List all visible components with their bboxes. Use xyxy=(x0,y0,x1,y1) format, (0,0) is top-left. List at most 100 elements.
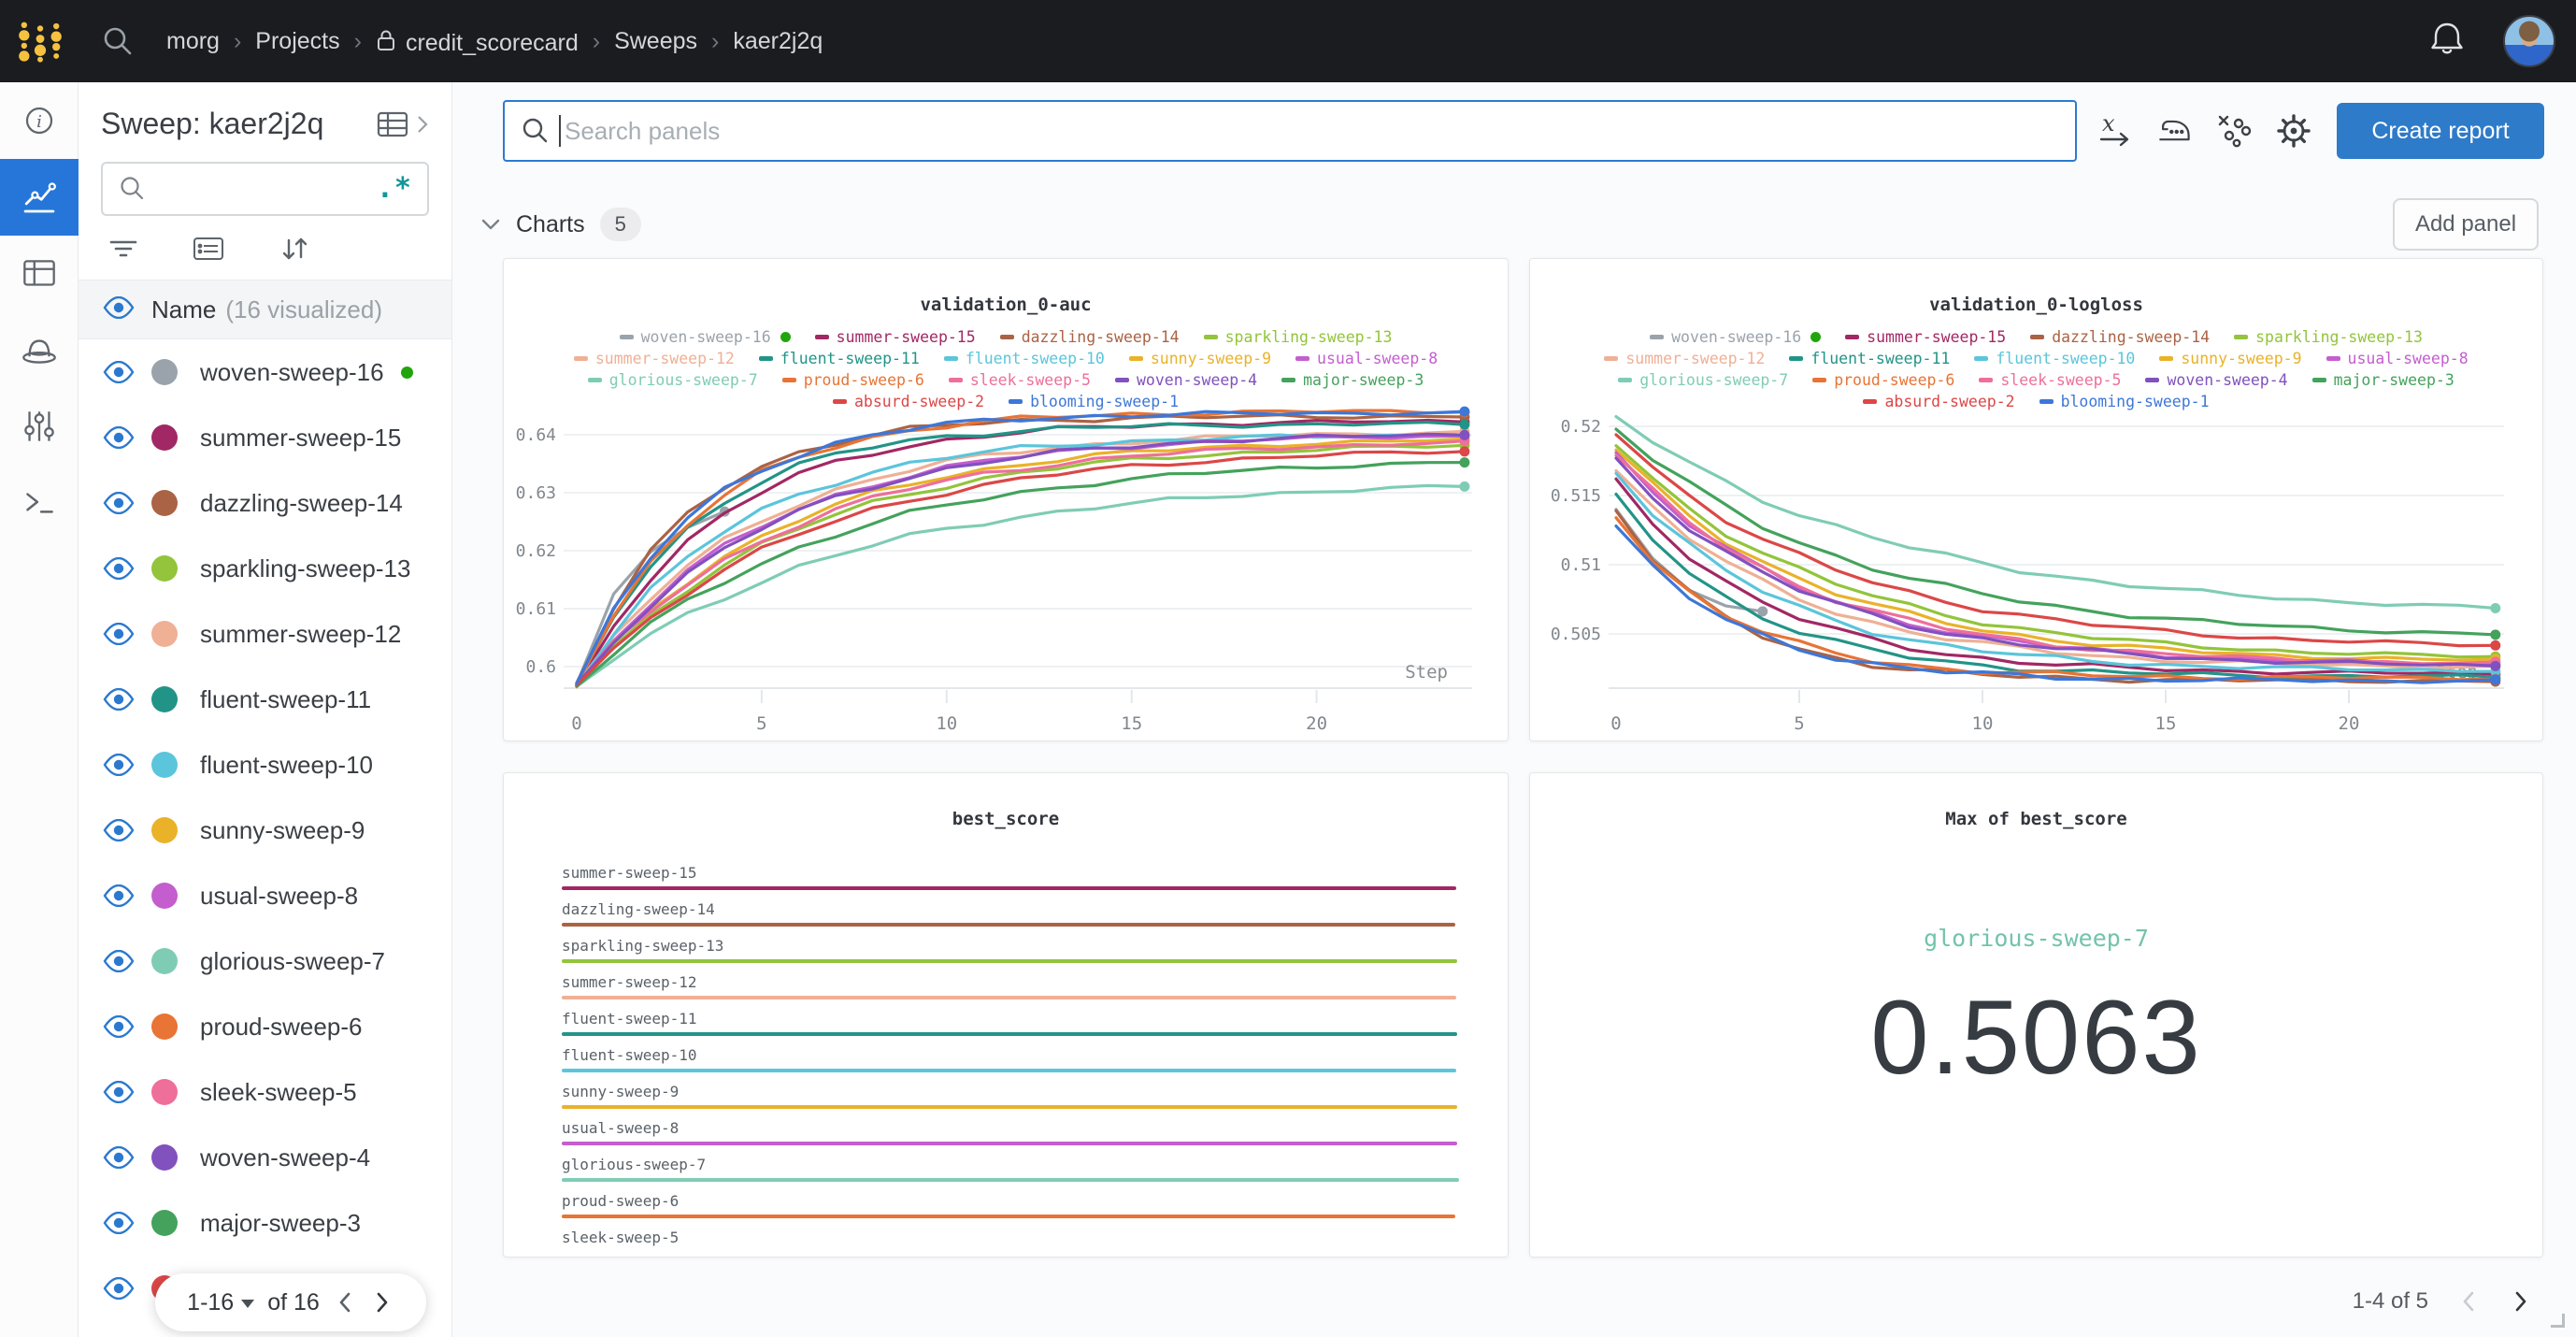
runs-table-icon[interactable] xyxy=(377,110,410,138)
legend-item[interactable]: fluent-sweep-11 xyxy=(1789,350,1950,367)
bar-row[interactable]: fluent-sweep-11 xyxy=(562,1009,1459,1045)
breadcrumb-item[interactable]: Sweeps xyxy=(614,27,698,54)
rail-item-terminal[interactable] xyxy=(0,466,79,542)
page-size-dropdown[interactable]: 1-16 xyxy=(187,1289,255,1316)
rail-item-info[interactable]: i xyxy=(0,82,79,159)
breadcrumb-item[interactable]: kaer2j2q xyxy=(733,27,823,54)
visibility-eye-icon[interactable] xyxy=(103,426,135,449)
legend-item[interactable]: woven-sweep-4 xyxy=(2145,371,2288,389)
avatar[interactable] xyxy=(2503,15,2555,67)
run-row[interactable]: woven-sweep-4 xyxy=(79,1125,451,1190)
bar-row[interactable]: sunny-sweep-9 xyxy=(562,1082,1459,1118)
legend-item[interactable]: blooming-sweep-1 xyxy=(2039,393,2210,410)
notifications-bell-icon[interactable] xyxy=(2426,20,2468,64)
legend-item[interactable]: usual-sweep-8 xyxy=(2326,350,2469,367)
legend-item[interactable]: sleek-sweep-5 xyxy=(948,371,1091,389)
run-row[interactable]: summer-sweep-15 xyxy=(79,405,451,470)
run-row[interactable]: fluent-sweep-11 xyxy=(79,667,451,732)
legend-item[interactable]: glorious-sweep-7 xyxy=(1618,371,1788,389)
x-axis-settings-button[interactable]: x xyxy=(2094,110,2135,151)
visibility-eye-icon[interactable] xyxy=(103,1015,135,1038)
visibility-eye-icon[interactable] xyxy=(103,1081,135,1103)
bar-row[interactable]: summer-sweep-15 xyxy=(562,863,1459,899)
panel-validation-0-logloss[interactable]: 0.505 0.51 0.515 0.52 0 5 10 15 20 Step validatio… xyxy=(1529,258,2543,741)
legend-item[interactable]: proud-sweep-6 xyxy=(781,371,924,389)
visibility-eye-icon[interactable] xyxy=(103,754,135,776)
legend-item[interactable]: major-sweep-3 xyxy=(1281,371,1424,389)
regex-toggle[interactable]: .* xyxy=(376,172,412,205)
section-collapse-chevron-icon[interactable] xyxy=(480,218,501,231)
visibility-eye-icon[interactable] xyxy=(103,623,135,645)
visibility-eye-icon[interactable] xyxy=(103,688,135,711)
filter-icon[interactable] xyxy=(108,236,138,262)
legend-item[interactable]: dazzling-sweep-14 xyxy=(999,328,1180,346)
breadcrumb-item[interactable]: Projects xyxy=(255,27,340,54)
visibility-eye-icon[interactable] xyxy=(103,1146,135,1169)
breadcrumb-item[interactable]: credit_scorecard xyxy=(376,26,579,57)
legend-item[interactable]: blooming-sweep-1 xyxy=(1009,393,1179,410)
panel-validation-0-auc[interactable]: 0.6 0.61 0.62 0.63 0.64 0 5 10 15 20 Step validati… xyxy=(503,258,1509,741)
visibility-eye-icon[interactable] xyxy=(103,295,135,319)
bar-row[interactable]: sleek-sweep-5 xyxy=(562,1228,1459,1247)
legend-item[interactable]: summer-sweep-15 xyxy=(814,328,976,346)
legend-item[interactable]: absurd-sweep-2 xyxy=(832,393,984,410)
run-row[interactable]: fluent-sweep-10 xyxy=(79,732,451,798)
add-panel-button[interactable]: Add panel xyxy=(2393,198,2539,251)
legend-item[interactable]: fluent-sweep-10 xyxy=(943,350,1105,367)
bar-row[interactable]: dazzling-sweep-14 xyxy=(562,899,1459,936)
panel-settings-button[interactable] xyxy=(2273,110,2314,151)
rail-item-sweep-agent[interactable] xyxy=(0,312,79,389)
expand-chevron-icon[interactable] xyxy=(416,114,429,135)
legend-item[interactable]: sunny-sweep-9 xyxy=(1128,350,1271,367)
legend-item[interactable]: usual-sweep-8 xyxy=(1295,350,1438,367)
smoothing-button[interactable] xyxy=(2154,110,2195,151)
legend-item[interactable]: summer-sweep-12 xyxy=(573,350,735,367)
panel-best-score[interactable]: best_score summer-sweep-15 dazzling-sweep… xyxy=(503,772,1509,1258)
run-row[interactable]: glorious-sweep-7 xyxy=(79,928,451,994)
next-page-button[interactable] xyxy=(370,1290,394,1315)
bar-row[interactable]: glorious-sweep-7 xyxy=(562,1155,1459,1191)
run-row[interactable]: summer-sweep-12 xyxy=(79,601,451,667)
breadcrumb-item[interactable]: morg xyxy=(166,27,220,54)
legend-item[interactable]: absurd-sweep-2 xyxy=(1863,393,2015,410)
legend-item[interactable]: summer-sweep-15 xyxy=(1845,328,2006,346)
legend-item[interactable]: fluent-sweep-11 xyxy=(758,350,920,367)
legend-item[interactable]: major-sweep-3 xyxy=(2311,371,2454,389)
legend-item[interactable]: sparkling-sweep-13 xyxy=(1203,328,1392,346)
run-row[interactable]: sleek-sweep-5 xyxy=(79,1059,451,1125)
legend-item[interactable]: woven-sweep-4 xyxy=(1114,371,1257,389)
visibility-eye-icon[interactable] xyxy=(103,950,135,972)
outliers-button[interactable] xyxy=(2213,110,2254,151)
rail-item-table[interactable] xyxy=(0,236,79,312)
legend-item[interactable]: summer-sweep-12 xyxy=(1604,350,1765,367)
global-search-icon[interactable] xyxy=(99,24,135,58)
visibility-eye-icon[interactable] xyxy=(103,819,135,841)
create-report-button[interactable]: Create report xyxy=(2337,103,2544,159)
legend-item[interactable]: dazzling-sweep-14 xyxy=(2030,328,2210,346)
legend-item[interactable]: sleek-sweep-5 xyxy=(1979,371,2121,389)
visibility-eye-icon[interactable] xyxy=(103,884,135,907)
visibility-eye-icon[interactable] xyxy=(103,361,135,383)
search-panels-input[interactable]: Search panels xyxy=(503,100,2077,162)
bar-row[interactable]: proud-sweep-6 xyxy=(562,1191,1459,1228)
legend-item[interactable]: woven-sweep-16 xyxy=(1650,328,1822,346)
resize-corner-handle[interactable] xyxy=(2551,1314,2565,1328)
legend-item[interactable]: proud-sweep-6 xyxy=(1812,371,1954,389)
bar-row[interactable]: usual-sweep-8 xyxy=(562,1118,1459,1155)
run-row[interactable]: sparkling-sweep-13 xyxy=(79,536,451,601)
panels-next-button[interactable] xyxy=(2509,1289,2533,1314)
wandb-logo-icon[interactable] xyxy=(15,18,65,65)
run-row[interactable]: sunny-sweep-9 xyxy=(79,798,451,863)
legend-item[interactable]: sparkling-sweep-13 xyxy=(2234,328,2423,346)
run-row[interactable]: usual-sweep-8 xyxy=(79,863,451,928)
visibility-eye-icon[interactable] xyxy=(103,1277,135,1300)
legend-item[interactable]: sunny-sweep-9 xyxy=(2159,350,2302,367)
rail-item-sliders[interactable] xyxy=(0,389,79,466)
visibility-eye-icon[interactable] xyxy=(103,557,135,580)
legend-item[interactable]: glorious-sweep-7 xyxy=(587,371,758,389)
visibility-all-eye-icon[interactable] xyxy=(103,295,135,323)
bar-row[interactable]: fluent-sweep-10 xyxy=(562,1045,1459,1082)
runs-search-input[interactable]: .* xyxy=(101,162,429,216)
manage-columns-icon[interactable] xyxy=(193,236,224,262)
bar-row[interactable]: sparkling-sweep-13 xyxy=(562,936,1459,972)
